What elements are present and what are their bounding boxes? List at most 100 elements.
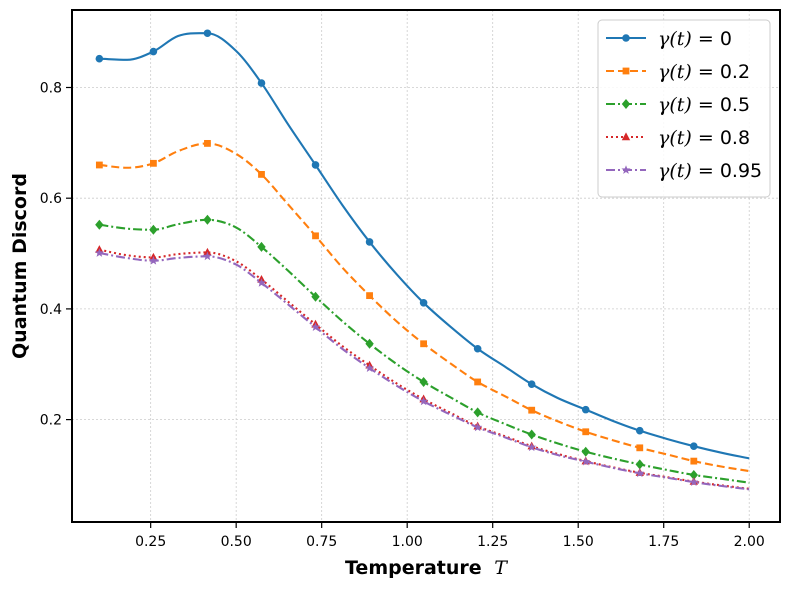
y-tick-label: 0.2: [40, 413, 62, 429]
square-marker: [95, 161, 103, 169]
legend-label-prefix: γ(t) =: [658, 160, 720, 182]
legend-label: γ(t) = 0.2: [658, 61, 750, 83]
x-tick-label: 0.50: [221, 534, 252, 550]
diamond-marker: [365, 338, 374, 349]
legend-circle-marker: [622, 34, 630, 42]
legend-label-value: 0.5: [720, 94, 750, 116]
star-marker: [365, 363, 375, 373]
series-line: [99, 248, 750, 490]
legend-label: γ(t) = 0: [658, 28, 732, 50]
diamond-marker: [689, 469, 699, 480]
tick-layer: 0.25 0.50 0.75 1.00 1.25 1.50 1.75 2.00 0.2 0.4 0.…: [40, 80, 765, 550]
diamond-marker: [581, 446, 590, 457]
star-marker: [635, 468, 645, 478]
legend-entry: γ(t) = 0.95: [606, 160, 762, 182]
square-marker: [474, 378, 482, 386]
y-tick-label: 0.4: [40, 302, 62, 318]
series-1: [95, 139, 750, 473]
star-marker: [256, 278, 267, 287]
diamond-marker: [95, 219, 104, 230]
series-line: [99, 251, 750, 491]
legend-square-marker: [622, 67, 630, 75]
circle-marker: [473, 344, 482, 353]
legend-label-prefix: γ(t) =: [658, 127, 720, 149]
series-3: [95, 245, 750, 490]
legend: γ(t) = 0γ(t) = 0.2γ(t) = 0.5γ(t) = 0.8γ(…: [597, 19, 771, 198]
circle-marker: [311, 161, 320, 169]
legend-label-prefix: γ(t) =: [658, 94, 720, 116]
legend-label-prefix: γ(t) =: [658, 61, 720, 83]
x-tick-label: 0.25: [135, 534, 166, 550]
diamond-marker: [311, 291, 320, 302]
x-tick-label: 1.25: [477, 534, 508, 550]
y-tick-label: 0.8: [40, 80, 62, 96]
y-axis-title: Quantum Discord: [9, 173, 31, 359]
x-axis-title: Temperature T: [345, 557, 508, 579]
x-tick-label: 1.50: [563, 534, 594, 550]
legend-entry: γ(t) = 0: [606, 28, 732, 50]
circle-marker: [95, 54, 104, 63]
x-axis-title-text: Temperature: [345, 557, 482, 579]
square-marker: [582, 428, 590, 436]
series-4: [94, 248, 750, 491]
legend-label-value: 0.8: [720, 127, 750, 149]
star-marker: [689, 477, 699, 487]
circle-marker: [257, 79, 266, 87]
square-marker: [258, 170, 265, 178]
circle-marker: [149, 47, 158, 56]
plot-frame: [71, 9, 781, 523]
circle-marker: [690, 442, 698, 450]
legend-star-marker: [621, 165, 631, 174]
x-tick-label: 2.00: [734, 534, 765, 550]
legend-entry: γ(t) = 0.8: [606, 127, 750, 149]
circle-marker: [581, 405, 590, 414]
star-marker: [310, 322, 321, 332]
square-marker: [150, 159, 157, 167]
circle-marker: [203, 29, 212, 38]
diamond-marker: [257, 241, 266, 252]
legend-box: [597, 19, 771, 198]
square-marker: [366, 292, 373, 300]
square-marker: [420, 340, 428, 348]
square-marker: [528, 406, 536, 414]
x-tick-label: 0.75: [306, 534, 337, 550]
diamond-marker: [419, 376, 428, 387]
star-marker: [419, 396, 429, 406]
circle-marker: [635, 426, 644, 435]
legend-triangle-marker: [621, 132, 631, 141]
square-marker: [690, 457, 698, 465]
diamond-marker: [527, 429, 536, 440]
square-marker: [204, 139, 211, 147]
series-layer: [94, 29, 750, 491]
legend-diamond-marker: [621, 99, 631, 109]
diamond-marker: [149, 224, 158, 235]
legend-label: γ(t) = 0.8: [658, 127, 750, 149]
diamond-marker: [473, 407, 482, 418]
star-marker: [527, 442, 537, 452]
x-tick-label: 1.75: [648, 534, 679, 550]
diamond-marker: [635, 459, 644, 470]
series-line: [99, 218, 750, 484]
series-0: [95, 29, 750, 460]
legend-entry: γ(t) = 0.5: [606, 94, 750, 116]
legend-label-prefix: γ(t) =: [658, 28, 720, 50]
legend-label-value: 0.2: [720, 61, 750, 83]
star-marker: [148, 255, 158, 265]
y-tick-label: 0.6: [40, 191, 62, 207]
star-marker: [581, 456, 591, 466]
circle-marker: [419, 299, 428, 307]
star-marker: [473, 422, 483, 432]
circle-marker: [527, 380, 536, 388]
circle-marker: [365, 238, 374, 246]
square-marker: [636, 444, 644, 452]
legend-entry: γ(t) = 0.2: [606, 61, 750, 83]
star-marker: [202, 251, 213, 261]
legend-label: γ(t) = 0.95: [658, 160, 762, 182]
legend-label-value: 0: [720, 28, 732, 50]
diamond-marker: [203, 214, 212, 225]
legend-label: γ(t) = 0.5: [658, 94, 750, 116]
series-2: [95, 214, 750, 484]
x-tick-label: 1.00: [392, 534, 423, 550]
x-axis-title-symbol: T: [494, 557, 508, 579]
